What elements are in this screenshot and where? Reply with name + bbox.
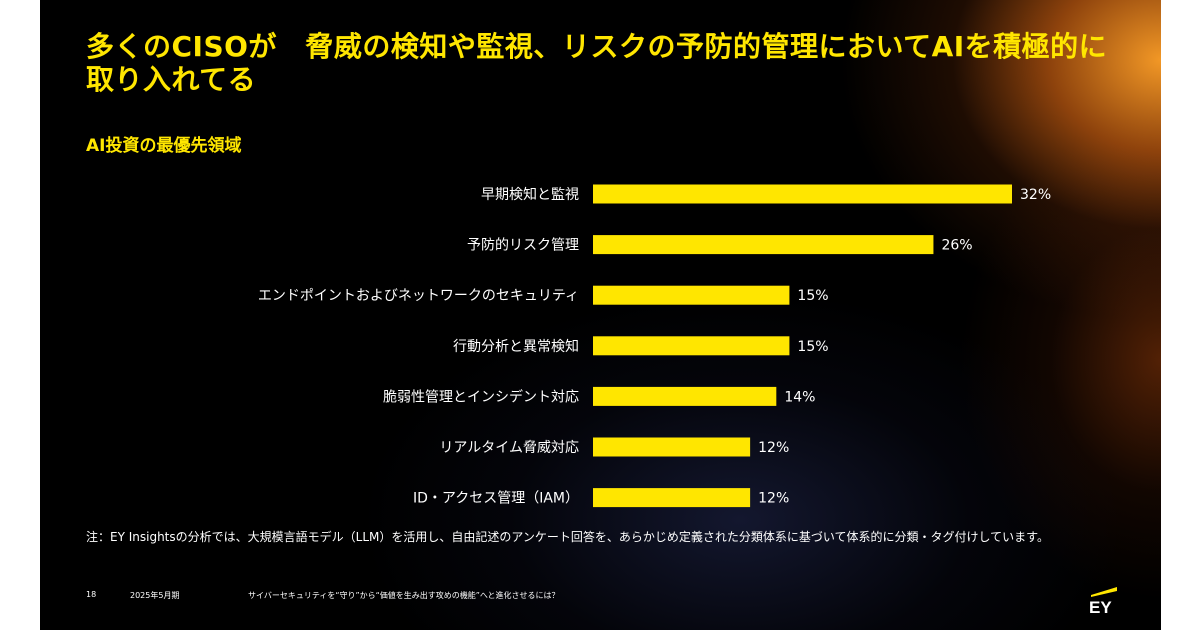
bar	[593, 285, 790, 305]
ey-logo-beam	[1091, 587, 1117, 597]
data-label: 32%	[1020, 187, 1051, 203]
bar	[593, 437, 751, 457]
category-label: 行動分析と異常検知	[453, 338, 579, 355]
category-label: リアルタイム脅威対応	[439, 440, 579, 456]
page-number: 18	[86, 590, 97, 599]
data-label: 12%	[758, 491, 789, 507]
data-label: 15%	[797, 288, 828, 304]
chart-subtitle: AI投資の最優先領域	[86, 136, 242, 156]
page-title: 多くのCISOが 脅威の検知や監視、リスクの予防的管理においてAIを積極的に取り…	[86, 30, 1108, 96]
ey-logo: EY	[1089, 587, 1117, 616]
footer-date: 2025年5月期	[130, 591, 180, 600]
footer-doc-title: サイバーセキュリティを“守り”から“価値を生み出す攻めの機能”へと進化させるには…	[248, 591, 560, 600]
category-label: 脆弱性管理とインシデント対応	[383, 388, 579, 405]
data-label: 26%	[941, 238, 972, 254]
bar	[593, 336, 790, 356]
bar	[593, 235, 934, 255]
category-label: ID・アクセス管理（IAM）	[413, 491, 579, 507]
bar	[593, 184, 1012, 204]
data-label: 14%	[784, 389, 815, 405]
bar	[593, 386, 777, 406]
ey-logo-text: EY	[1089, 598, 1112, 616]
data-label: 15%	[797, 339, 828, 355]
category-label: エンドポイントおよびネットワークのセキュリティ	[258, 288, 579, 304]
slide: 多くのCISOが 脅威の検知や監視、リスクの予防的管理においてAIを積極的に取り…	[40, 0, 1161, 630]
bar-chart: 早期検知と監視 32% 予防的リスク管理 26% エンドポイントおよびネットワークのセキ…	[258, 184, 1051, 508]
category-label: 予防的リスク管理	[467, 238, 579, 254]
bar	[593, 488, 751, 508]
category-label: 早期検知と監視	[481, 186, 579, 203]
footnote: 注：EY Insightsの分析では、大規模言語モデル（LLM）を活用し、自由記…	[86, 530, 1049, 544]
data-label: 12%	[758, 440, 789, 456]
